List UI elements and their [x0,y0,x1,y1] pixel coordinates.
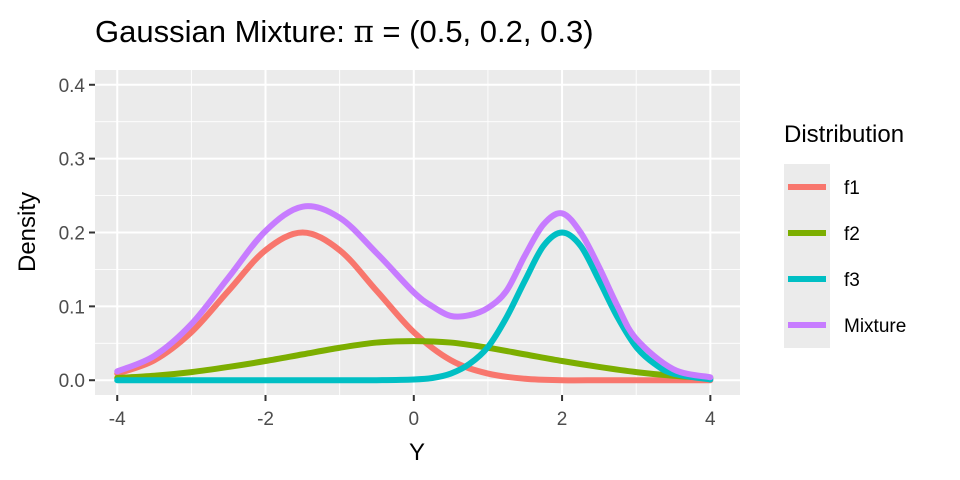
x-tick-label: -2 [257,409,274,430]
y-tick-label: 0.1 [59,297,85,318]
chart-title-suffix: = (0.5, 0.2, 0.3) [374,14,594,49]
series-layer [114,203,714,384]
legend-label-f2: f2 [844,224,860,245]
series-line-f2 [114,338,714,382]
series-line-mixture [114,203,714,381]
y-tick-label: 0.3 [59,150,85,171]
y-tick-label: 0.2 [59,224,85,245]
legend-label-mixture: Mixture [844,316,906,337]
x-tick-label: 0 [409,409,420,430]
x-tick-label: 4 [705,409,716,430]
x-axis-title: Y [409,439,425,466]
y-axis-title: Density [14,192,41,272]
chart-title-pi: π [353,14,373,50]
x-tick-label: 2 [557,409,568,430]
legend: Distribution f1 f2 f3 Mixture [784,121,906,348]
chart-title-prefix: Gaussian Mixture: [95,14,353,49]
chart-title: Gaussian Mixture: π = (0.5, 0.2, 0.3) [95,14,594,50]
series-line-f3 [114,229,714,384]
axes: -4 -2 0 2 4 0.0 0.1 0.2 0.3 0.4 [59,76,716,430]
series-line-f1 [114,229,714,384]
legend-title: Distribution [784,121,904,148]
legend-label-f3: f3 [844,270,860,291]
legend-label-f1: f1 [844,178,860,199]
y-tick-label: 0.0 [59,371,85,392]
y-tick-label: 0.4 [59,76,86,97]
x-tick-label: -4 [109,409,126,430]
